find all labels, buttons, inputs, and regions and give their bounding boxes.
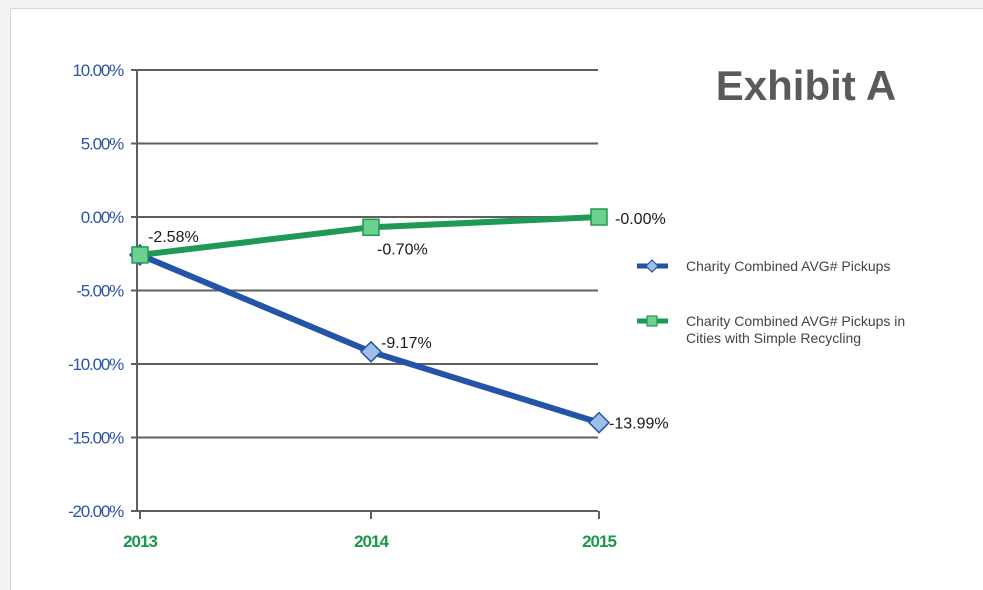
chart-title: Exhibit A bbox=[716, 62, 896, 109]
data-label: -9.17% bbox=[381, 335, 432, 352]
gridlines bbox=[137, 69, 598, 512]
y-tick-label: -10.00% bbox=[68, 355, 124, 374]
series-2-marker bbox=[362, 218, 380, 237]
data-labels: -9.17% -13.99% -2.58% -0.70% -0.00% bbox=[148, 211, 669, 433]
axes bbox=[131, 69, 600, 519]
data-label: -2.58% bbox=[148, 229, 199, 246]
x-tick-label: 2015 bbox=[582, 532, 616, 551]
legend-swatch-marker bbox=[646, 315, 658, 327]
series-2-marker bbox=[590, 208, 608, 226]
y-tick-label: -15.00% bbox=[68, 429, 124, 448]
legend-label: Cities with Simple Recycling bbox=[686, 330, 861, 346]
y-tick-label: 10.00% bbox=[73, 61, 125, 80]
legend-swatch-marker bbox=[645, 259, 659, 273]
series-lines bbox=[128, 208, 611, 434]
x-tick-label: 2013 bbox=[123, 532, 157, 551]
x-tick-label: 2014 bbox=[354, 532, 389, 551]
legend-label: Charity Combined AVG# Pickups in bbox=[686, 313, 905, 329]
data-label: -13.99% bbox=[609, 416, 669, 433]
series-1-marker bbox=[359, 340, 383, 363]
chart-card bbox=[10, 8, 983, 590]
series-1-marker bbox=[587, 411, 611, 434]
series-2-marker bbox=[131, 246, 149, 264]
series-line-1 bbox=[138, 252, 600, 426]
legend: Charity Combined AVG# Pickups Charity Com… bbox=[637, 258, 905, 346]
x-axis-ticks: 2013 2014 2015 bbox=[123, 532, 617, 551]
y-tick-label: -20.00% bbox=[68, 502, 124, 521]
legend-label: Charity Combined AVG# Pickups bbox=[686, 258, 890, 274]
data-label: -0.00% bbox=[615, 211, 666, 228]
y-tick-label: -5.00% bbox=[76, 282, 124, 301]
y-tick-label: 0.00% bbox=[81, 208, 124, 227]
y-axis-ticks: 10.00% 5.00% 0.00% -5.00% -10.00% -15.00% -20.… bbox=[68, 61, 125, 521]
data-label: -0.70% bbox=[377, 241, 428, 258]
y-tick-label: 5.00% bbox=[81, 135, 124, 154]
